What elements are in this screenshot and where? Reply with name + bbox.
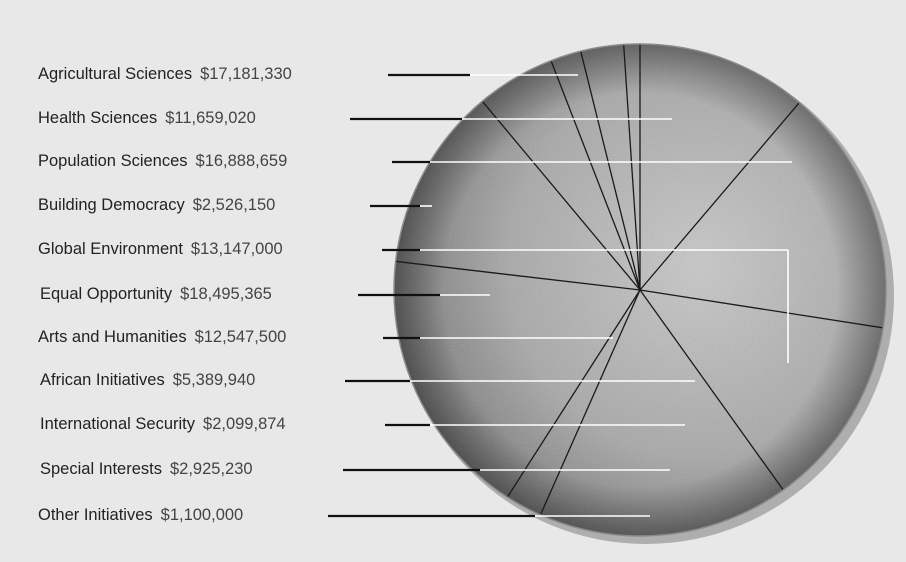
legend-label: African Initiatives $5,389,940	[40, 370, 255, 390]
category-name: Equal Opportunity	[40, 285, 173, 303]
category-amount: $11,659,020	[165, 109, 256, 127]
legend-label: Global Environment $13,147,000	[38, 239, 283, 259]
legend-label: Population Sciences $16,888,659	[38, 151, 287, 171]
category-amount: $17,181,330	[200, 65, 292, 83]
category-name: Global Environment	[38, 240, 183, 258]
category-name: International Security	[40, 415, 196, 433]
slice-divider-3	[639, 289, 790, 499]
category-name: Special Interests	[40, 460, 162, 478]
slice-divider-9	[577, 44, 641, 291]
legend-label: Equal Opportunity $18,495,365	[40, 284, 272, 304]
category-name: Agricultural Sciences	[38, 65, 193, 83]
category-name: Arts and Humanities	[38, 328, 187, 346]
category-amount: $5,389,940	[172, 371, 256, 389]
category-amount: $1,100,000	[160, 506, 244, 524]
legend-label: Arts and Humanities $12,547,500	[38, 327, 286, 347]
slice-divider-1	[639, 94, 807, 291]
slice-divider-6	[394, 259, 641, 291]
category-amount: $12,547,500	[194, 328, 287, 346]
legend-label: Other Initiatives $1,100,000	[38, 505, 243, 525]
legend-label: Building Democracy $2,526,150	[38, 195, 275, 215]
slice-divider-7	[475, 93, 641, 291]
category-amount: $2,099,874	[203, 415, 286, 433]
legend-label: International Security $2,099,874	[40, 414, 286, 434]
category-name: Other Initiatives	[38, 506, 153, 524]
category-name: Building Democracy	[38, 196, 185, 214]
slice-divider-2	[639, 289, 886, 331]
category-amount: $2,526,150	[192, 196, 276, 214]
category-name: African Initiatives	[40, 371, 165, 389]
category-amount: $18,495,365	[180, 285, 272, 303]
pie-outline	[393, 43, 887, 537]
category-name: Population Sciences	[38, 152, 188, 170]
legend-label: Special Interests $2,925,230	[40, 459, 253, 479]
category-name: Health Sciences	[38, 109, 158, 127]
category-amount: $13,147,000	[190, 240, 283, 258]
legend-label: Health Sciences $11,659,020	[38, 108, 256, 128]
legend-label: Agricultural Sciences $17,181,330	[38, 64, 292, 84]
category-amount: $2,925,230	[169, 460, 253, 478]
category-amount: $16,888,659	[195, 152, 288, 170]
slice-divider-4	[535, 289, 641, 525]
